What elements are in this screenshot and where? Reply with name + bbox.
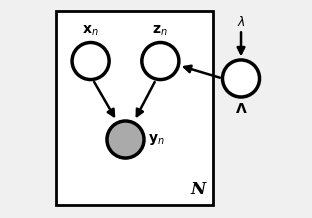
Text: $\mathbf{y}_n$: $\mathbf{y}_n$ (148, 132, 164, 147)
Text: $\boldsymbol{\Lambda}$: $\boldsymbol{\Lambda}$ (235, 102, 247, 116)
Text: $\lambda$: $\lambda$ (237, 15, 245, 29)
Bar (56, 11, 213, 205)
Circle shape (107, 121, 144, 158)
Text: N: N (191, 181, 206, 198)
Circle shape (142, 43, 179, 80)
Text: $\mathbf{z}_n$: $\mathbf{z}_n$ (153, 23, 168, 38)
Circle shape (222, 60, 260, 97)
Text: $\mathbf{x}_n$: $\mathbf{x}_n$ (82, 23, 99, 38)
Circle shape (72, 43, 109, 80)
